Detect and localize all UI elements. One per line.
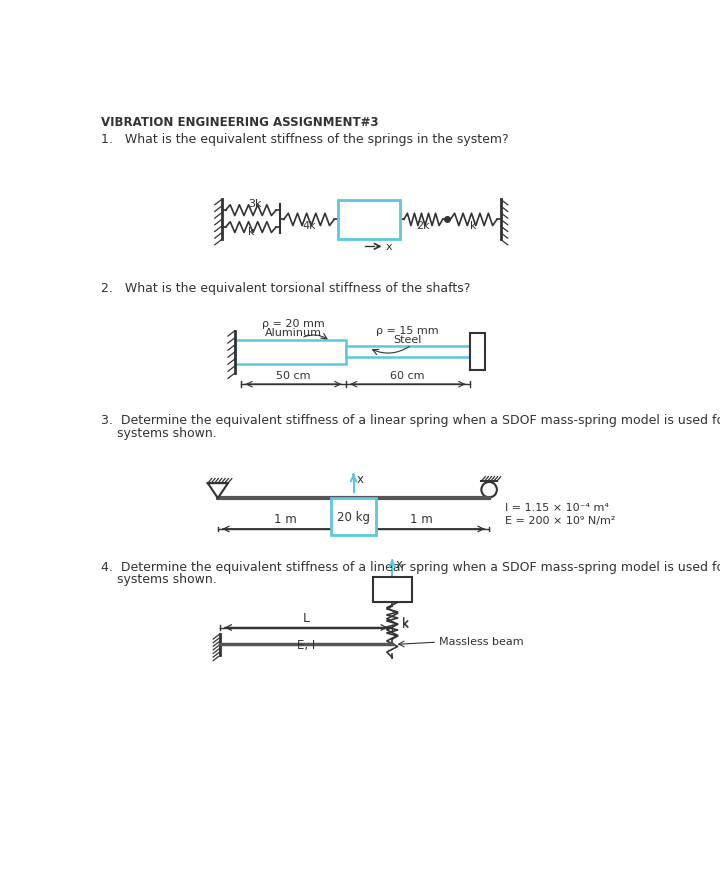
Text: k: k (248, 227, 254, 237)
Text: systems shown.: systems shown. (101, 426, 217, 439)
Text: 20 kg: 20 kg (337, 510, 370, 524)
Bar (338, 201, 400, 239)
Text: k: k (402, 617, 408, 630)
Text: 4.  Determine the equivalent stiffness of a linear spring when a SDOF mass-sprin: 4. Determine the equivalent stiffness of… (101, 560, 720, 573)
Text: I = 1.15 × 10⁻⁴ m⁴: I = 1.15 × 10⁻⁴ m⁴ (505, 503, 608, 513)
Text: L: L (302, 611, 310, 624)
Text: m: m (387, 584, 398, 596)
Text: 50 cm: 50 cm (276, 371, 311, 381)
Text: k: k (470, 221, 477, 231)
Bar (469, 334, 485, 371)
Text: x: x (356, 472, 364, 486)
Text: 2.   What is the equivalent torsional stiffness of the shafts?: 2. What is the equivalent torsional stif… (101, 282, 470, 295)
Text: 3k: 3k (248, 198, 261, 208)
Text: 3.  Determine the equivalent stiffness of a linear spring when a SDOF mass-sprin: 3. Determine the equivalent stiffness of… (101, 414, 720, 427)
Text: Steel: Steel (394, 335, 422, 345)
Polygon shape (208, 484, 228, 499)
Text: x: x (395, 558, 402, 571)
Text: 2k: 2k (416, 221, 430, 231)
Text: 1 m: 1 m (410, 512, 433, 525)
Bar (373, 578, 412, 602)
Text: x: x (386, 242, 392, 252)
Text: Aluminum: Aluminum (265, 328, 322, 338)
Text: Massless beam: Massless beam (438, 636, 523, 646)
Bar (346, 347, 469, 358)
Text: 60 cm: 60 cm (390, 371, 425, 381)
Text: 1.   What is the equivalent stiffness of the springs in the system?: 1. What is the equivalent stiffness of t… (101, 133, 508, 146)
Text: k: k (402, 617, 408, 629)
Text: E = 200 × 10⁹ N/m²: E = 200 × 10⁹ N/m² (505, 515, 615, 525)
Text: VIBRATION ENGINEERING ASSIGNMENT#3: VIBRATION ENGINEERING ASSIGNMENT#3 (101, 115, 378, 128)
Circle shape (482, 482, 497, 498)
Bar (331, 499, 376, 535)
Text: systems shown.: systems shown. (101, 572, 217, 586)
Text: 4k: 4k (302, 221, 316, 231)
Text: ρ = 20 mm: ρ = 20 mm (262, 319, 325, 329)
Text: 1 m: 1 m (274, 512, 297, 525)
Bar (235, 340, 346, 365)
Text: E, I: E, I (297, 639, 315, 651)
Text: ρ = 15 mm: ρ = 15 mm (377, 325, 439, 336)
